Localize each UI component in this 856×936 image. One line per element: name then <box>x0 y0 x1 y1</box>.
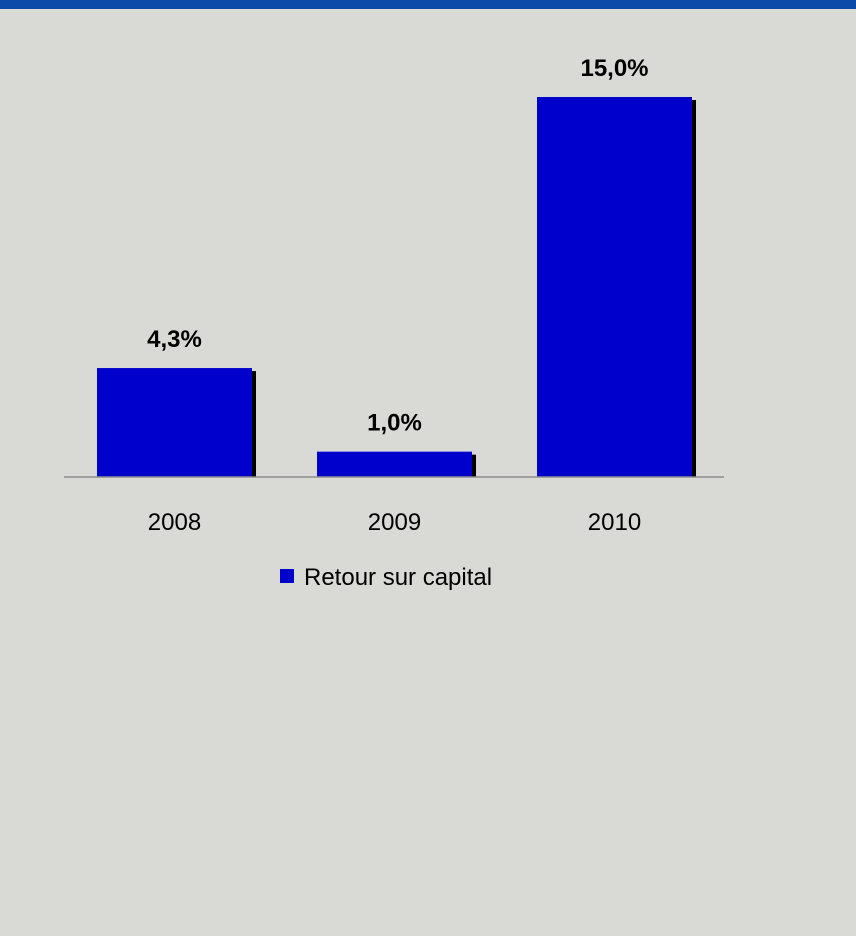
legend: Retour sur capital <box>280 564 492 591</box>
bars-group <box>97 97 696 477</box>
legend-swatch <box>280 569 294 583</box>
bar-2009 <box>317 451 472 477</box>
x-tick-label-2010: 2010 <box>588 509 641 536</box>
data-label-2010: 15,0% <box>580 55 648 82</box>
data-label-2009: 1,0% <box>367 410 422 437</box>
x-tick-label-2008: 2008 <box>148 509 201 536</box>
top-rule <box>0 0 856 9</box>
data-label-2008: 4,3% <box>147 326 202 353</box>
legend-label: Retour sur capital <box>304 564 492 591</box>
x-tick-label-2009: 2009 <box>368 509 421 536</box>
bar-2010 <box>537 97 692 477</box>
labels-group: 4,3% 2008 1,0% 2009 15,0% 2010 <box>147 55 648 536</box>
bar-2008 <box>97 368 252 477</box>
